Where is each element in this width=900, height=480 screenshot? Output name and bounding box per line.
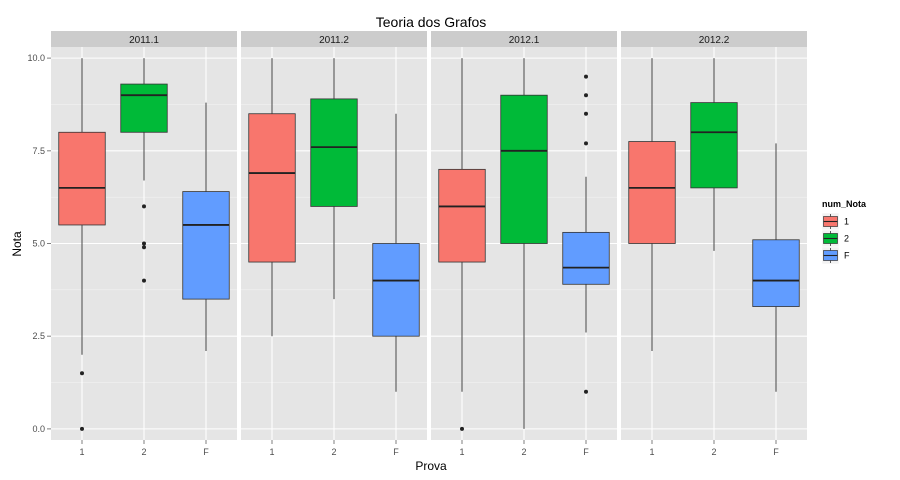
legend: num_Nota 1 2 F [821, 199, 867, 265]
x-tick-label: F [583, 447, 589, 457]
box-iqr [58, 131, 106, 226]
outlier-point [142, 204, 146, 209]
facet-panel: 2012.2 [621, 31, 807, 440]
box-iqr [690, 102, 738, 189]
x-tick-label: F [773, 447, 779, 457]
x-axis-title: Prova [415, 459, 447, 473]
x-tick-label: 2 [141, 447, 146, 457]
x-axis: 1 2 F 1 2 F 1 2 F 1 2 F [79, 440, 779, 457]
x-tick-label: 2 [521, 447, 526, 457]
box-iqr [562, 231, 610, 285]
legend-key-1: 1 [821, 212, 849, 231]
legend-key-2: 2 [821, 229, 849, 248]
y-tick-label: 7.5 [32, 146, 45, 156]
box-2 [690, 58, 738, 251]
facet-panels: 2011.1 2011.2 2012.1 2012.2 [51, 31, 807, 440]
y-axis: 0.0 2.5 5.0 7.5 10.0 [27, 53, 51, 434]
x-tick-label: F [203, 447, 209, 457]
box-F [372, 113, 420, 392]
facet-strip-label: 2012.2 [699, 35, 730, 46]
facet-panel: 2012.1 [431, 31, 617, 440]
box-iqr [628, 141, 676, 244]
legend-title: num_Nota [822, 199, 867, 209]
box-1 [58, 58, 106, 431]
outlier-point [584, 389, 588, 394]
box-F [182, 102, 230, 352]
y-axis-title: Nota [10, 231, 24, 257]
box-iqr [438, 168, 486, 263]
y-tick-label: 10.0 [27, 53, 45, 63]
facet-strip-label: 2011.1 [129, 35, 159, 46]
outlier-point [80, 426, 84, 431]
facet-strip-label: 2011.2 [319, 35, 349, 46]
box-iqr [500, 94, 548, 244]
y-tick-label: 5.0 [32, 239, 45, 249]
outlier-point [460, 426, 464, 431]
facet-strip [241, 31, 427, 47]
x-tick-label: 1 [459, 447, 464, 457]
box-iqr [120, 83, 168, 133]
outlier-point [584, 111, 588, 116]
y-tick-label: 0.0 [32, 424, 45, 434]
outlier-point [142, 241, 146, 246]
x-tick-label: 1 [269, 447, 274, 457]
facet-strip [621, 31, 807, 47]
legend-label: 1 [844, 217, 849, 227]
facet-panel: 2011.2 [241, 31, 427, 440]
legend-label: F [844, 251, 850, 261]
box-iqr [372, 243, 420, 337]
box-1 [628, 58, 676, 352]
x-tick-label: 2 [331, 447, 336, 457]
box-iqr [248, 113, 296, 263]
outlier-point [584, 93, 588, 98]
outlier-point [142, 245, 146, 250]
box-1 [438, 58, 486, 431]
box-iqr [310, 98, 358, 207]
y-tick-label: 2.5 [32, 331, 45, 341]
facet-strip [51, 31, 237, 47]
x-tick-label: 2 [711, 447, 716, 457]
facet-strip [431, 31, 617, 47]
outlier-point [80, 371, 84, 376]
box-F [752, 143, 800, 392]
facet-strip-label: 2012.1 [509, 35, 540, 46]
outlier-point [584, 141, 588, 146]
facet-panel: 2011.1 [51, 31, 237, 440]
chart-title: Teoria dos Grafos [376, 14, 487, 30]
box-iqr [182, 191, 230, 300]
box-2 [310, 58, 358, 300]
box-2 [120, 58, 168, 283]
box-iqr [752, 239, 800, 307]
x-tick-label: F [393, 447, 399, 457]
outlier-point [142, 278, 146, 283]
legend-key-F: F [821, 246, 850, 265]
box-1 [248, 58, 296, 337]
x-tick-label: 1 [79, 447, 84, 457]
legend-label: 2 [844, 234, 849, 244]
box-F [562, 74, 610, 394]
x-tick-label: 1 [649, 447, 654, 457]
outlier-point [584, 74, 588, 79]
box-2 [500, 58, 548, 429]
